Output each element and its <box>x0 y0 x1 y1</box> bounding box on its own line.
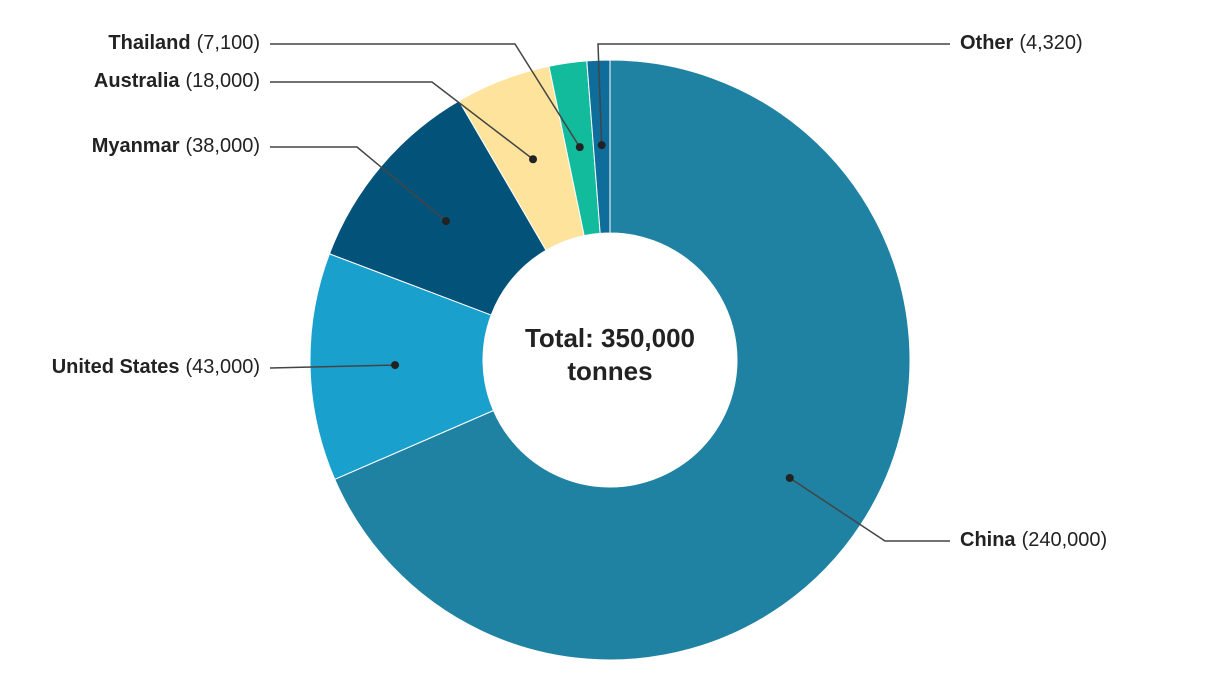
category-label: Myanmar <box>92 135 180 157</box>
slice-label: United States (43,000) <box>52 356 260 378</box>
leader-line <box>789 477 950 542</box>
value-label: (7,100) <box>197 32 260 54</box>
leader-line <box>270 146 447 222</box>
value-label: (240,000) <box>1022 529 1108 551</box>
donut-slice <box>309 253 495 480</box>
category-label: Australia <box>94 70 180 92</box>
leader-dot <box>575 143 584 152</box>
category-label: Thailand <box>108 32 190 54</box>
category-label: Other <box>960 32 1014 54</box>
donut-slice <box>334 59 911 661</box>
slice-label: Australia (18,000) <box>94 70 260 92</box>
category-label: United States <box>52 356 180 378</box>
donut-slice <box>328 100 547 316</box>
category-label: China <box>960 529 1016 551</box>
value-label: (4,320) <box>1019 32 1082 54</box>
leader-line <box>270 81 534 160</box>
slice-label: Other (4,320) <box>960 32 1083 54</box>
leader-dot <box>441 217 450 226</box>
value-label: (38,000) <box>186 135 261 157</box>
value-label: (43,000) <box>186 356 261 378</box>
center-label: Total: 350,000 tonnes <box>524 323 696 386</box>
leader-dot <box>785 473 794 482</box>
slice-label: China (240,000) <box>960 529 1107 551</box>
leader-dot <box>391 361 400 370</box>
leader-dot <box>597 141 606 150</box>
leader-line <box>270 43 581 148</box>
slice-label: Myanmar (38,000) <box>92 135 260 157</box>
leader-line <box>597 43 950 146</box>
slice-label: Thailand (7,100) <box>108 32 260 54</box>
leader-line <box>269 364 396 369</box>
leader-dot <box>529 155 538 164</box>
value-label: (18,000) <box>186 70 261 92</box>
